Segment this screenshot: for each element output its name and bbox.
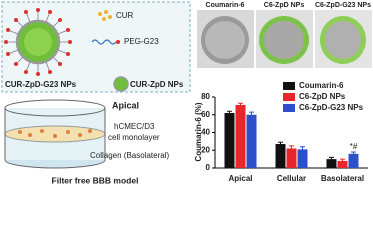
micro-images bbox=[197, 10, 372, 68]
transwell bbox=[4, 99, 106, 169]
figure: CUR PEG-G23 CUR-ZpD-G23 NPs CUR-ZpD NPs … bbox=[1, 1, 372, 185]
peg-icon bbox=[91, 39, 117, 45]
model-label: hCMEC/D3 bbox=[114, 122, 155, 131]
y-tick-label: 60 bbox=[201, 110, 210, 119]
error-bar bbox=[227, 110, 232, 116]
legend-swatch bbox=[283, 82, 295, 90]
particle-label: CUR-ZpD NPs bbox=[130, 80, 184, 89]
legend-label: C6-ZpD NPs bbox=[299, 92, 346, 101]
model-label: cell monolayer bbox=[108, 133, 160, 142]
x-tick-label: Cellular bbox=[277, 174, 306, 183]
error-bar bbox=[329, 156, 334, 162]
bar bbox=[235, 104, 246, 168]
y-tick-label: 80 bbox=[201, 92, 210, 101]
legend-swatch bbox=[283, 93, 295, 101]
error-bar bbox=[238, 102, 243, 108]
bar bbox=[326, 159, 337, 168]
bar bbox=[246, 114, 257, 168]
error-bar bbox=[278, 141, 283, 147]
image-label: Coumarin-6 bbox=[206, 2, 245, 9]
legend-label: C6-ZpD-G23 NPs bbox=[299, 103, 364, 112]
model-caption: Filter free BBB model bbox=[52, 175, 139, 185]
image-label: C6-ZpD-G23 NPs bbox=[315, 2, 371, 9]
error-bar bbox=[340, 158, 345, 164]
bar bbox=[286, 148, 297, 168]
bar bbox=[337, 160, 348, 168]
bar bbox=[275, 144, 286, 168]
legend-swatch bbox=[283, 104, 295, 112]
legend-label: Coumarin-6 bbox=[299, 81, 344, 90]
np-large bbox=[4, 8, 72, 76]
image-label: C6-ZpD NPs bbox=[264, 2, 305, 9]
cur-icon bbox=[98, 10, 112, 21]
y-tick-label: 20 bbox=[201, 145, 210, 154]
error-bar bbox=[300, 146, 305, 153]
x-tick-label: Basolateral bbox=[321, 174, 364, 183]
np-small bbox=[113, 76, 129, 92]
bar bbox=[224, 112, 235, 168]
x-tick-label: Apical bbox=[228, 174, 252, 183]
model-label: Apical bbox=[112, 100, 139, 110]
error-bar bbox=[351, 151, 356, 157]
annotation: *# bbox=[350, 142, 358, 151]
peg-end bbox=[116, 40, 120, 44]
legend-text: PEG-G23 bbox=[124, 37, 159, 46]
particle-label: CUR-ZpD-G23 NPs bbox=[5, 80, 77, 89]
legend-text: CUR bbox=[116, 11, 134, 20]
y-tick-label: 40 bbox=[201, 128, 210, 137]
y-axis-label: Coumarin-6 (%) bbox=[194, 102, 203, 161]
error-bar bbox=[289, 145, 294, 152]
error-bar bbox=[249, 111, 254, 118]
bar bbox=[297, 149, 308, 168]
bar bbox=[348, 153, 359, 168]
y-tick-label: 0 bbox=[206, 163, 211, 172]
model-label: Collagen (Basolateral) bbox=[90, 151, 169, 160]
